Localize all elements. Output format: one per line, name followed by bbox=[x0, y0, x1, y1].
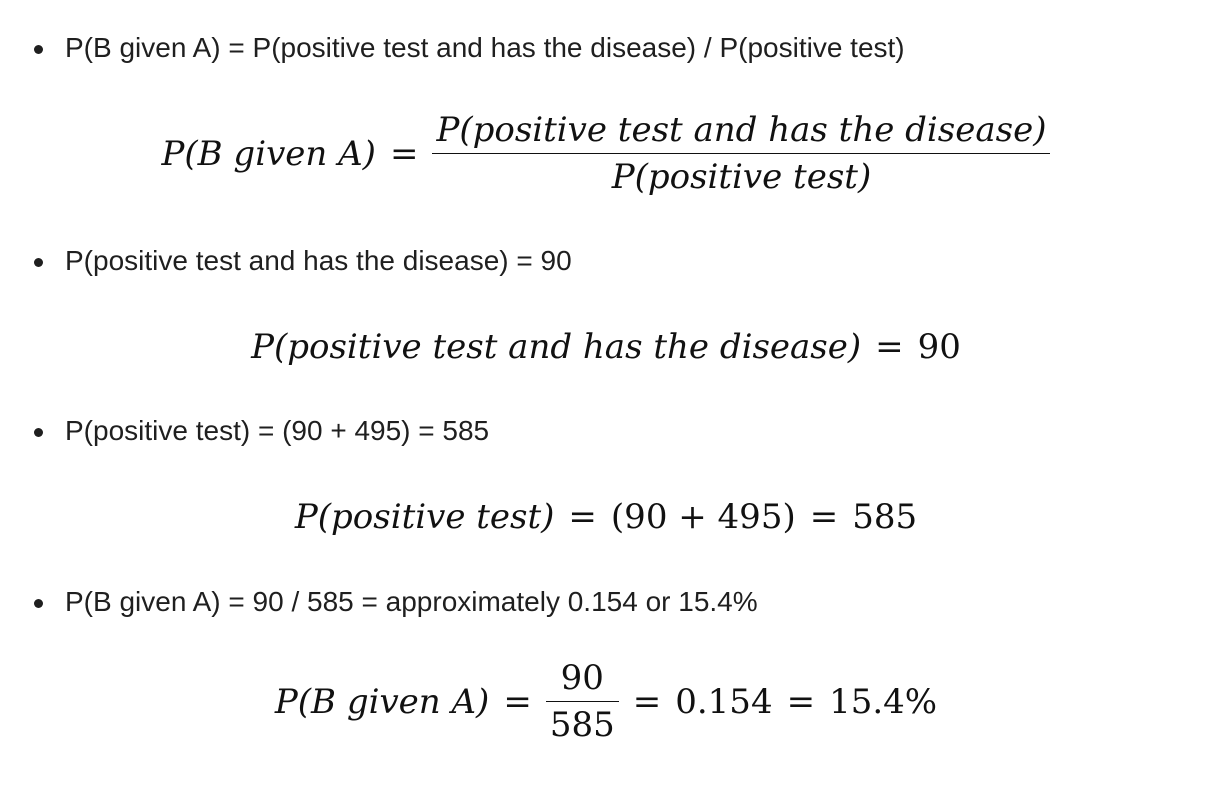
eq1-denominator: P(positive test) bbox=[611, 157, 872, 198]
bullet-item-2: P(positive test and has the disease) = 9… bbox=[34, 244, 572, 278]
eq2-lhs: P(positive test and has the disease) bbox=[251, 327, 862, 367]
equation-3: P(positive test) = (90 + 495) = 585 bbox=[0, 492, 1212, 542]
eq3-equals-1: = bbox=[568, 497, 597, 537]
eq1-fraction-bar bbox=[432, 152, 1051, 155]
eq4-equals-2: = bbox=[632, 682, 662, 722]
eq4-decimal: 0.154 bbox=[675, 682, 773, 722]
eq1-equals: = bbox=[389, 134, 419, 174]
bullet-item-4: P(B given A) = 90 / 585 = approximately … bbox=[34, 585, 758, 619]
eq2-equals: = bbox=[875, 327, 904, 367]
eq4-numerator: 90 bbox=[560, 657, 604, 698]
bullet-dot-icon bbox=[34, 598, 43, 608]
eq4-lhs: P(B given A) bbox=[274, 682, 490, 722]
bullet-dot-icon bbox=[34, 257, 43, 267]
bullet-dot-icon bbox=[34, 44, 43, 54]
eq4-denominator: 585 bbox=[549, 705, 615, 746]
eq1-fraction: P(positive test and has the disease) P(p… bbox=[432, 109, 1051, 198]
bullet-dot-icon bbox=[34, 427, 43, 437]
eq1-lhs: P(B given A) bbox=[161, 134, 376, 174]
eq4-fraction-bar bbox=[545, 700, 619, 703]
bullet-item-1: P(B given A) = P(positive test and has t… bbox=[34, 31, 905, 65]
eq3-lhs: P(positive test) bbox=[294, 497, 555, 537]
eq4-equals-3: = bbox=[786, 682, 816, 722]
bullet-text-2: P(positive test and has the disease) = 9… bbox=[65, 245, 572, 276]
bullet-item-3: P(positive test) = (90 + 495) = 585 bbox=[34, 414, 489, 448]
eq3-equals-2: = bbox=[809, 497, 839, 537]
equation-1: P(B given A) = P(positive test and has t… bbox=[0, 104, 1212, 204]
eq2-rhs: 90 bbox=[917, 327, 961, 367]
eq3-middle: (90 + 495) bbox=[610, 497, 796, 537]
eq3-rhs: 585 bbox=[852, 497, 918, 537]
eq4-percent: 15.4% bbox=[829, 682, 938, 722]
equation-4: P(B given A) = 90 585 = 0.154 = 15.4% bbox=[0, 652, 1212, 752]
eq4-fraction: 90 585 bbox=[545, 657, 619, 746]
bullet-text-3: P(positive test) = (90 + 495) = 585 bbox=[65, 415, 490, 446]
bullet-text-4: P(B given A) = 90 / 585 = approximately … bbox=[65, 586, 758, 617]
bullet-text-1: P(B given A) = P(positive test and has t… bbox=[65, 32, 905, 63]
equation-2: P(positive test and has the disease) = 9… bbox=[0, 322, 1212, 372]
eq4-equals-1: = bbox=[503, 682, 532, 722]
eq1-numerator: P(positive test and has the disease) bbox=[436, 109, 1047, 150]
